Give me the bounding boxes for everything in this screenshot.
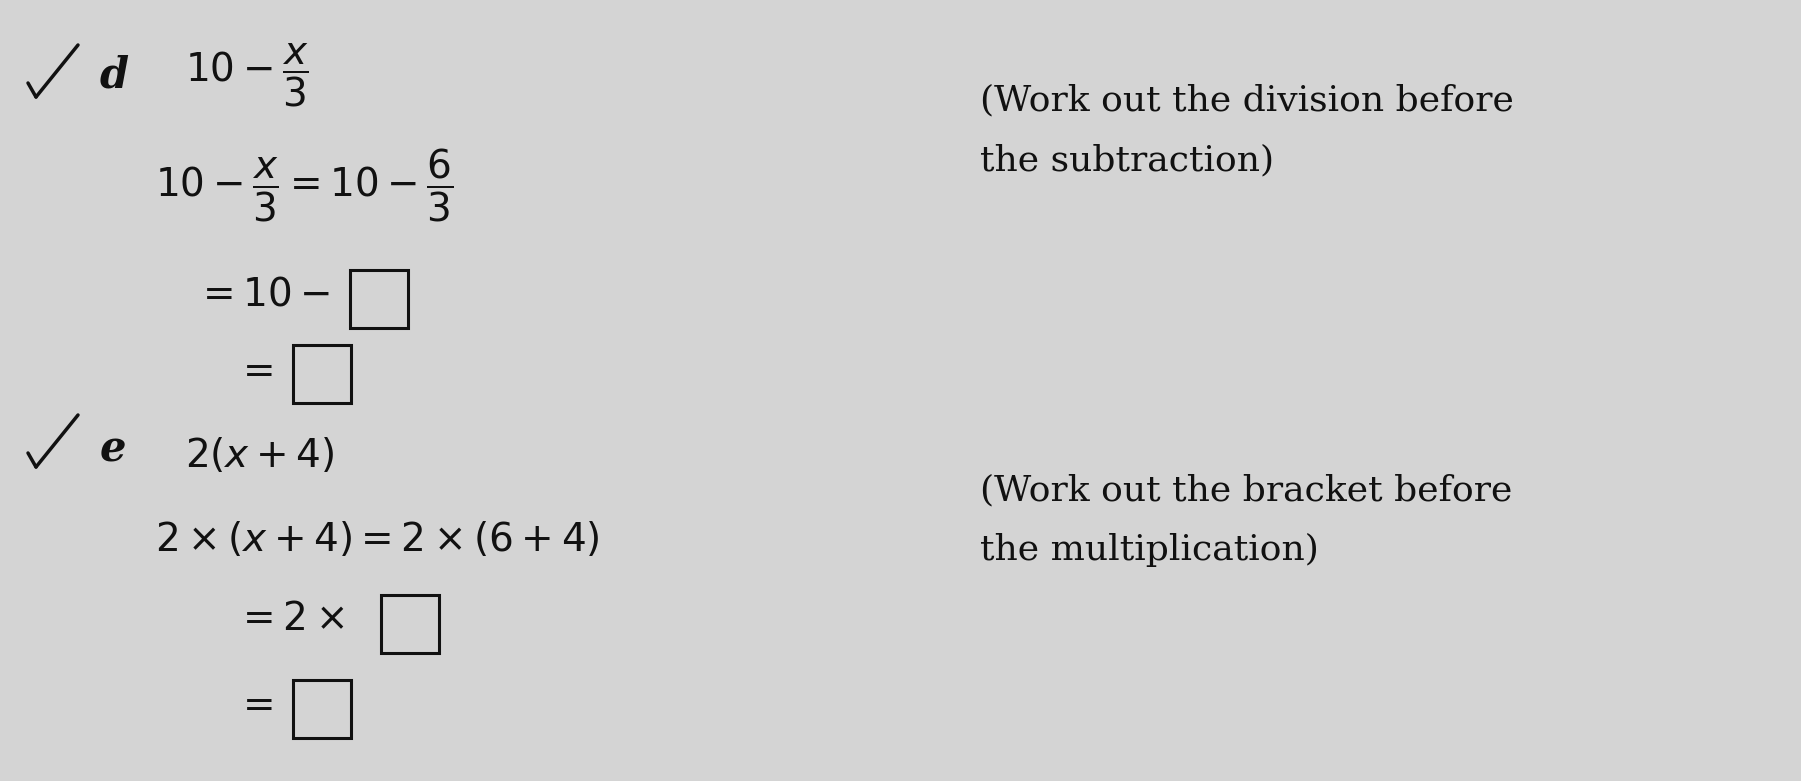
Text: the multiplication): the multiplication) <box>980 533 1318 567</box>
Text: $10-\dfrac{x}{3}=10-\dfrac{6}{3}$: $10-\dfrac{x}{3}=10-\dfrac{6}{3}$ <box>155 146 454 223</box>
Text: e: e <box>101 429 126 471</box>
Bar <box>294 345 351 403</box>
Text: $=$: $=$ <box>234 686 274 723</box>
Text: $2(x+4)$: $2(x+4)$ <box>186 436 335 475</box>
Bar <box>382 595 439 653</box>
Text: $10-\dfrac{x}{3}$: $10-\dfrac{x}{3}$ <box>186 41 310 109</box>
Bar <box>349 270 409 328</box>
Text: $=$: $=$ <box>234 351 274 388</box>
Text: d: d <box>101 54 130 96</box>
Text: $=2\times$: $=2\times$ <box>234 601 344 639</box>
Text: $2\times(x+4)=2\times(6+4)$: $2\times(x+4)=2\times(6+4)$ <box>155 520 600 559</box>
Text: $=10-$: $=10-$ <box>195 276 330 313</box>
Text: the subtraction): the subtraction) <box>980 143 1273 177</box>
Text: (Work out the division before: (Work out the division before <box>980 83 1515 117</box>
Bar <box>294 680 351 738</box>
Text: (Work out the bracket before: (Work out the bracket before <box>980 473 1513 507</box>
